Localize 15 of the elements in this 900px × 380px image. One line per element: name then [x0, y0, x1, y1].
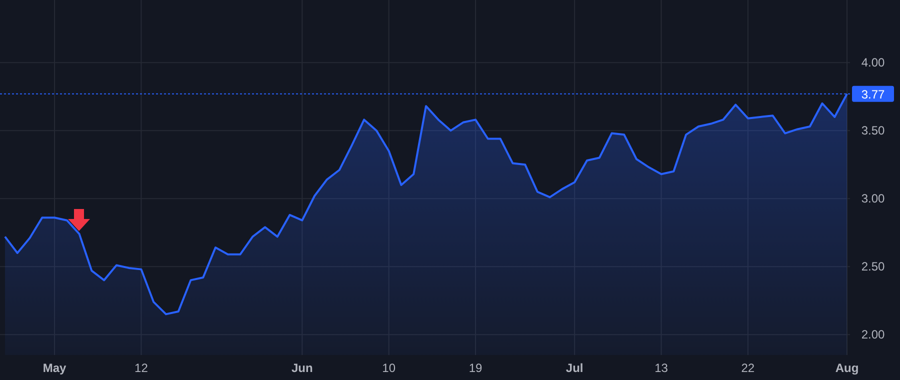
x-tick-label: 13: [654, 361, 668, 375]
x-tick-label: Aug: [835, 361, 859, 375]
y-tick-label: 2.50: [861, 260, 885, 274]
y-tick-label: 3.50: [861, 124, 885, 138]
x-tick-label: 19: [468, 361, 483, 375]
x-tick-label: Jun: [292, 361, 313, 375]
x-tick-label: 22: [741, 361, 755, 375]
y-tick-label: 4.00: [861, 56, 885, 70]
x-tick-label: May: [42, 361, 67, 375]
ref-line-label: 3.77: [861, 87, 885, 102]
y-tick-label: 2.00: [861, 328, 885, 342]
x-tick-label: 12: [134, 361, 148, 375]
y-tick-label: 3.00: [861, 192, 885, 206]
x-tick-label: 10: [382, 361, 396, 375]
x-tick-label: Jul: [566, 361, 584, 375]
